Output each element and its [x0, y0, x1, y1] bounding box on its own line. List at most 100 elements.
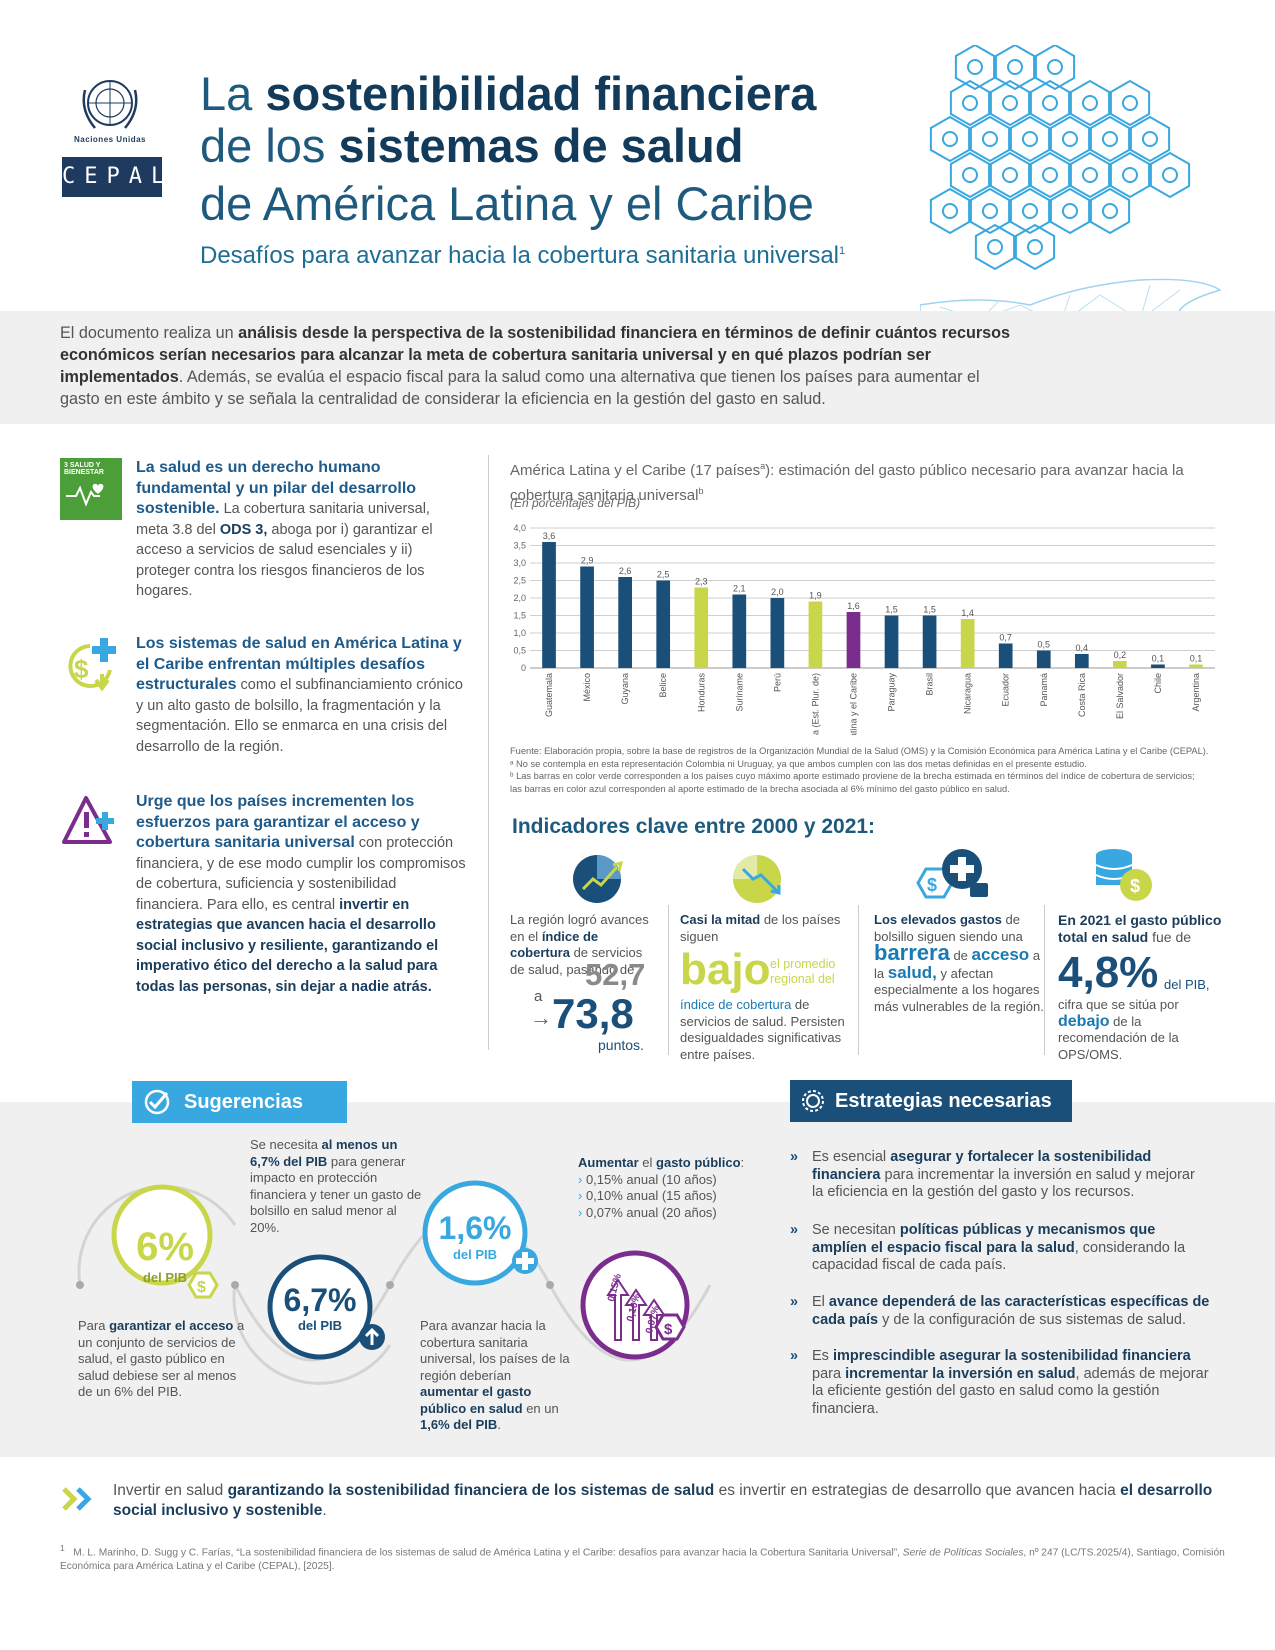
hexagon-icon	[1009, 115, 1051, 163]
strategy-item: » Es esencial asegurar y fortalecer la so…	[790, 1149, 1195, 1200]
bar-value-label: 1,6	[847, 601, 860, 611]
chart-notes: Fuente: Elaboración propia, sobre la bas…	[510, 745, 1230, 795]
bar	[846, 612, 861, 668]
x-category-label: Paraguay	[887, 673, 897, 712]
suggestion-4-item: › 0,10% anual (15 años)	[578, 1188, 717, 1203]
strategy-item: » Se necesitan políticas públicas y mecan…	[790, 1222, 1186, 1273]
spending-unit: del PIB,	[1164, 977, 1210, 992]
x-category-label: Honduras	[696, 673, 706, 713]
hexagon-icon	[1089, 187, 1131, 235]
strategy-item: » El avance dependerá de las característi…	[790, 1294, 1210, 1328]
left-block-challenges-text: Los sistemas de salud en América Latina …	[136, 635, 463, 755]
bar-value-label: 0,1	[1152, 654, 1165, 664]
x-category-label: Nicaragua	[963, 673, 973, 714]
indicator-divider	[668, 905, 669, 1055]
bar-value-label: 2,1	[733, 584, 746, 594]
svg-text:$: $	[927, 875, 937, 895]
arrow-right-icon: →	[530, 1005, 552, 1030]
hexagon-icon	[954, 45, 996, 91]
svg-text:$: $	[664, 1321, 673, 1338]
indicator-divider	[858, 905, 859, 1055]
chart-note-a: ᵃ No se contempla en esta representación…	[510, 758, 1087, 769]
hexagon-icon	[949, 79, 991, 127]
bar	[922, 615, 937, 668]
hexagon-icon	[1109, 79, 1151, 127]
bar-value-label: 1,4	[961, 608, 974, 618]
y-tick-label: 0	[521, 663, 526, 673]
subtitle: Desafíos para avanzar hacia la cobertura…	[200, 242, 846, 269]
hexagon-icon	[1149, 151, 1191, 199]
hexagon-glyph	[1007, 59, 1023, 75]
column-divider	[488, 455, 489, 1050]
x-category-label: Bolivia (Est. Plur. de)	[810, 673, 820, 735]
suggestion-2-text: Se necesita al menos un 6,7% del PIB par…	[250, 1137, 422, 1235]
cepal-logo: CEPAL	[62, 157, 164, 197]
chart-note-b: ᵇ Las barras en color verde corresponden…	[510, 771, 1195, 781]
hexagon-glyph	[942, 203, 958, 219]
x-category-label: Chile	[1153, 673, 1163, 694]
hexagon-glyph	[1082, 167, 1098, 183]
bar-value-label: 1,5	[923, 605, 936, 615]
bar	[960, 619, 975, 668]
double-chevron-icon	[62, 1487, 92, 1511]
footnote: 1 M. L. Marinho, D. Sugg y C. Farías, “L…	[60, 1543, 1225, 1573]
bar-value-label: 1,5	[885, 605, 898, 615]
coverage-unit: puntos.	[598, 1037, 644, 1053]
indicator-coverage-text: La región logró avances en el índice de …	[510, 912, 649, 977]
indicator-public-spending-text: En 2021 el gasto público total en salud …	[1058, 912, 1222, 945]
coverage-from: 52,7	[585, 957, 646, 992]
indicator-half-countries-text: Casi la mitad de los países siguen	[680, 912, 841, 944]
x-category-label: Suriname	[734, 673, 744, 712]
bar-value-label: 2,5	[657, 570, 670, 580]
bar-value-label: 1,9	[809, 591, 822, 601]
chevron-right-icon: »	[790, 1294, 799, 1310]
bar	[884, 615, 899, 668]
bar-value-label: 0,4	[1076, 643, 1089, 653]
bar	[618, 577, 632, 668]
hexagon-icon	[1029, 151, 1071, 199]
bar	[580, 566, 594, 668]
hexagon-glyph	[1047, 59, 1063, 75]
low-desc: el promedio regional del	[770, 957, 836, 986]
hexagon-glyph	[967, 59, 983, 75]
spending-value: 4,8%	[1058, 948, 1159, 997]
spending-desc: cifra que se sitúa por debajo de la reco…	[1058, 997, 1179, 1062]
x-category-label: Perú	[772, 673, 782, 692]
x-category-label: Costa Rica	[1077, 673, 1087, 717]
hexagon-icon	[929, 187, 971, 235]
hexagon-glyph	[1082, 95, 1098, 111]
bar-value-label: 0,2	[1114, 650, 1127, 660]
hexagon-glyph	[942, 131, 958, 147]
hexagon-icon	[1014, 223, 1056, 271]
hexagon-icon	[1029, 79, 1071, 127]
indicators-heading: Indicadores clave entre 2000 y 2021:	[512, 815, 876, 838]
chart-note-source: Fuente: Elaboración propia, sobre la bas…	[510, 746, 1209, 756]
chevron-right-icon: »	[790, 1222, 799, 1238]
title-line-2: de los sistemas de salud	[200, 119, 744, 172]
hexagon-glyph	[982, 131, 998, 147]
hexagon-icon	[1049, 187, 1091, 235]
y-tick-label: 2,5	[513, 576, 526, 586]
title-line-1: La sostenibilidad financiera	[200, 67, 817, 120]
suggestion-3-text: Para avanzar hacia la cobertura sanitari…	[420, 1318, 570, 1432]
y-tick-label: 1,0	[513, 628, 526, 638]
svg-text:$: $	[1130, 876, 1140, 896]
indicator-divider	[1044, 905, 1045, 1055]
hexagon-icon	[1034, 45, 1076, 91]
dollar-hex-icon: $	[197, 1279, 206, 1296]
chart-units: (En porcentajes del PIB)	[510, 496, 641, 510]
hexagon-glyph	[987, 239, 1003, 255]
org-name: Naciones Unidas	[74, 135, 146, 144]
un-emblem-icon	[82, 80, 138, 129]
suggestion-2-value: 6,7%	[283, 1282, 357, 1318]
sdg3-icon: 3 SALUD Y BIENESTAR	[60, 458, 122, 520]
suggestion-1-value: 6%	[136, 1225, 194, 1269]
bar-value-label: 0,5	[1037, 640, 1050, 650]
hexagon-glyph	[1042, 167, 1058, 183]
suggestion-4-item: › 0,07% anual (20 años)	[578, 1204, 717, 1220]
hexagon-glyph	[1142, 131, 1158, 147]
money-plus-icon: $	[68, 638, 116, 692]
bar	[1151, 664, 1165, 668]
intro-paragraph: El documento realiza un análisis desde l…	[60, 324, 1011, 408]
y-tick-label: 2,0	[513, 593, 526, 603]
